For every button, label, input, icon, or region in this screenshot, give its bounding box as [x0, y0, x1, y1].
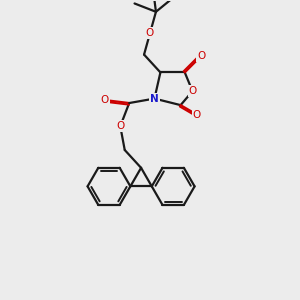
Text: O: O — [116, 121, 124, 131]
Text: O: O — [101, 95, 109, 105]
Text: N: N — [150, 94, 159, 103]
Text: O: O — [188, 86, 196, 96]
Text: O: O — [197, 51, 205, 61]
Text: O: O — [193, 110, 201, 120]
Text: O: O — [146, 28, 154, 38]
